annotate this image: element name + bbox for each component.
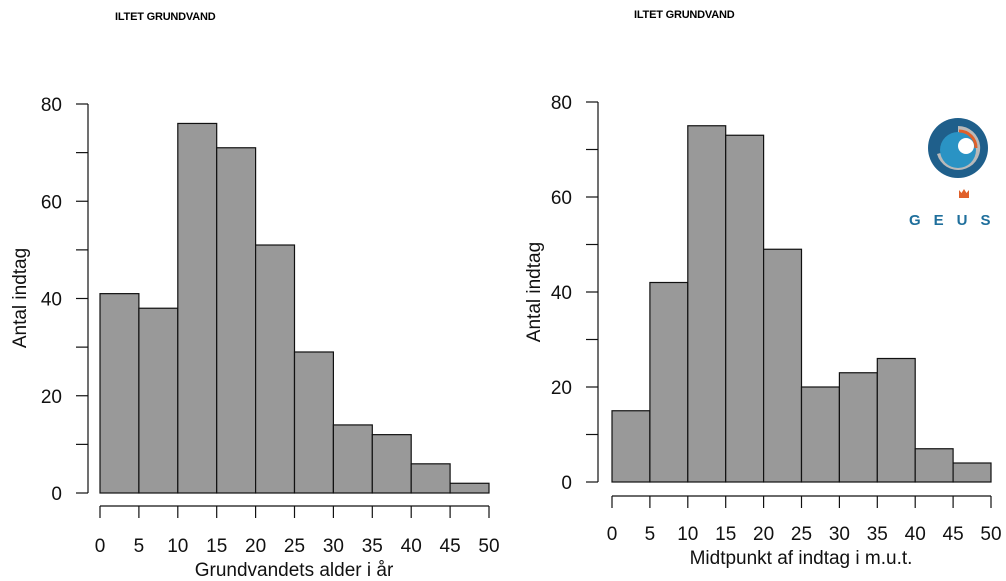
x-tick-label: 10 <box>677 524 698 545</box>
y-tick-label: 20 <box>551 378 572 399</box>
histogram-age: 0 20 40 60 80 0 5 10 15 20 25 30 35 40 45 50 Antal indta… <box>10 95 500 581</box>
bar <box>410 463 451 494</box>
y-tick-label: 80 <box>41 95 62 116</box>
x-tick-label: 25 <box>791 524 812 545</box>
bar <box>838 372 878 483</box>
y-tick-label: 80 <box>551 93 572 114</box>
geus-logo-text: GEUS <box>909 212 1004 229</box>
bar <box>762 248 803 483</box>
y-tick-label: 40 <box>551 283 572 304</box>
bar <box>371 434 412 494</box>
bar <box>255 244 296 494</box>
x-tick-label: 35 <box>362 536 383 557</box>
x-tick-label: 40 <box>401 536 422 557</box>
x-tick-label: 0 <box>607 524 618 545</box>
x-tick-label: 20 <box>245 536 266 557</box>
x-tick-label: 15 <box>206 536 227 557</box>
histogram-depth: 0 20 40 60 80 0 5 10 15 20 25 30 35 40 45 50 Antal indta… <box>524 93 1002 569</box>
bar <box>649 281 689 483</box>
x-tick-label: 5 <box>134 536 145 557</box>
x-tick-label: 50 <box>478 536 499 557</box>
y-tick-label: 60 <box>41 192 62 213</box>
x-tick-label: 0 <box>95 536 106 557</box>
bar <box>293 351 335 494</box>
x-tick-label: 45 <box>943 524 964 545</box>
y-axis-label: Antal indtag <box>524 242 545 342</box>
bar <box>611 410 651 483</box>
y-tick-label: 20 <box>41 387 62 408</box>
x-tick-label: 35 <box>867 524 888 545</box>
x-tick-label: 50 <box>980 524 1001 545</box>
x-axis-label: Grundvandets alder i år <box>195 560 394 581</box>
bar <box>177 122 218 494</box>
bar <box>138 307 179 494</box>
x-axis-label: Midtpunkt af indtag i m.u.t. <box>690 548 913 569</box>
y-tick-label: 40 <box>41 290 62 311</box>
chart-title-right: ILTET GRUNDVAND <box>634 9 735 21</box>
bar <box>332 424 373 494</box>
bar <box>216 147 257 494</box>
bar <box>952 462 992 483</box>
bar <box>725 134 765 483</box>
y-axis-label: Antal indtag <box>10 248 31 348</box>
bar <box>914 448 954 483</box>
bar <box>876 357 916 483</box>
bar <box>99 293 140 494</box>
x-tick-label: 30 <box>323 536 344 557</box>
bar <box>800 386 841 483</box>
x-tick-label: 40 <box>905 524 926 545</box>
x-tick-label: 10 <box>167 536 188 557</box>
x-tick-label: 5 <box>645 524 656 545</box>
x-tick-label: 30 <box>829 524 850 545</box>
geus-logo-icon <box>928 118 988 198</box>
y-tick-label: 0 <box>51 484 62 505</box>
y-tick-label: 0 <box>561 473 572 494</box>
chart-title-left: ILTET GRUNDVAND <box>115 11 216 23</box>
y-tick-label: 60 <box>551 188 572 209</box>
x-tick-label: 45 <box>440 536 461 557</box>
x-tick-label: 15 <box>715 524 736 545</box>
x-tick-label: 25 <box>284 536 305 557</box>
bar <box>687 125 727 483</box>
x-tick-label: 20 <box>753 524 774 545</box>
bar <box>449 482 490 494</box>
